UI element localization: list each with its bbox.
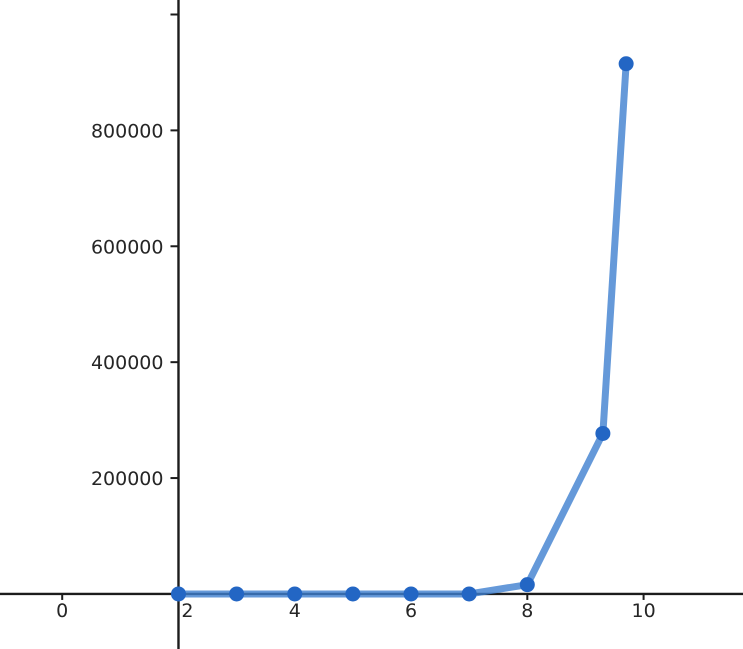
- data-point-marker: [403, 586, 419, 602]
- x-tick-label: 8: [521, 600, 533, 622]
- x-tick-label: 10: [631, 600, 655, 622]
- data-point-marker: [170, 586, 186, 602]
- x-tick-label: 6: [405, 600, 417, 622]
- y-tick-label: 800000: [91, 120, 164, 142]
- data-point-marker: [595, 425, 611, 441]
- y-tick-label: 200000: [91, 468, 164, 490]
- y-tick-label: 400000: [91, 352, 164, 374]
- y-tick-label: 600000: [91, 236, 164, 258]
- x-tick-label: 4: [289, 600, 301, 622]
- data-point-marker: [345, 586, 361, 602]
- data-point-marker: [461, 586, 477, 602]
- data-point-marker: [229, 586, 245, 602]
- data-point-marker: [519, 577, 535, 593]
- x-tick-label: 2: [181, 600, 193, 622]
- data-point-marker: [287, 586, 303, 602]
- data-point-marker: [618, 56, 634, 72]
- x-tick-label: 0: [56, 600, 68, 622]
